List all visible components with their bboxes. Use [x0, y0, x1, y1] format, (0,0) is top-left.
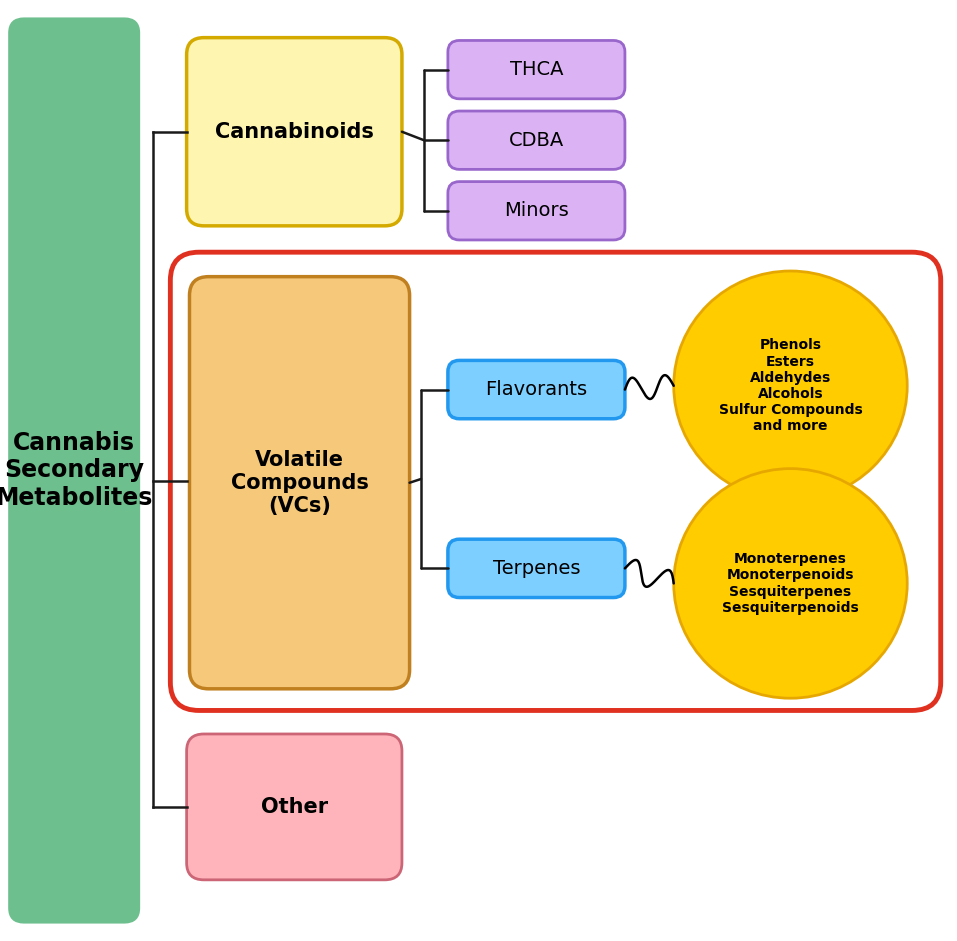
Text: THCA: THCA [510, 60, 563, 79]
Text: Cannabis
Secondary
Metabolites: Cannabis Secondary Metabolites [0, 431, 153, 510]
Text: Minors: Minors [504, 201, 568, 220]
FancyBboxPatch shape [448, 360, 625, 419]
Circle shape [674, 271, 907, 501]
Text: CDBA: CDBA [509, 131, 564, 150]
FancyBboxPatch shape [448, 539, 625, 598]
Text: Terpenes: Terpenes [493, 559, 580, 578]
FancyBboxPatch shape [170, 252, 941, 710]
Circle shape [674, 469, 907, 698]
FancyBboxPatch shape [10, 19, 139, 922]
FancyBboxPatch shape [187, 38, 402, 226]
Text: Flavorants: Flavorants [485, 380, 588, 399]
FancyBboxPatch shape [187, 734, 402, 880]
FancyBboxPatch shape [448, 111, 625, 169]
Text: Monoterpenes
Monoterpenoids
Sesquiterpenes
Sesquiterpenoids: Monoterpenes Monoterpenoids Sesquiterpen… [723, 552, 858, 614]
FancyBboxPatch shape [189, 277, 410, 689]
Text: Phenols
Esters
Aldehydes
Alcohols
Sulfur Compounds
and more: Phenols Esters Aldehydes Alcohols Sulfur… [719, 339, 862, 433]
FancyBboxPatch shape [448, 182, 625, 240]
FancyBboxPatch shape [448, 40, 625, 99]
Text: Volatile
Compounds
(VCs): Volatile Compounds (VCs) [231, 450, 368, 516]
Text: Other: Other [260, 797, 328, 817]
Text: Cannabinoids: Cannabinoids [214, 121, 374, 142]
